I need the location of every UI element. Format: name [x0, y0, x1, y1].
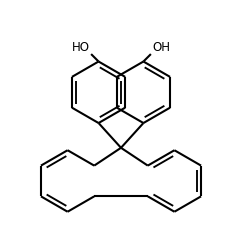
Text: HO: HO [71, 41, 90, 54]
Text: OH: OH [152, 41, 171, 54]
